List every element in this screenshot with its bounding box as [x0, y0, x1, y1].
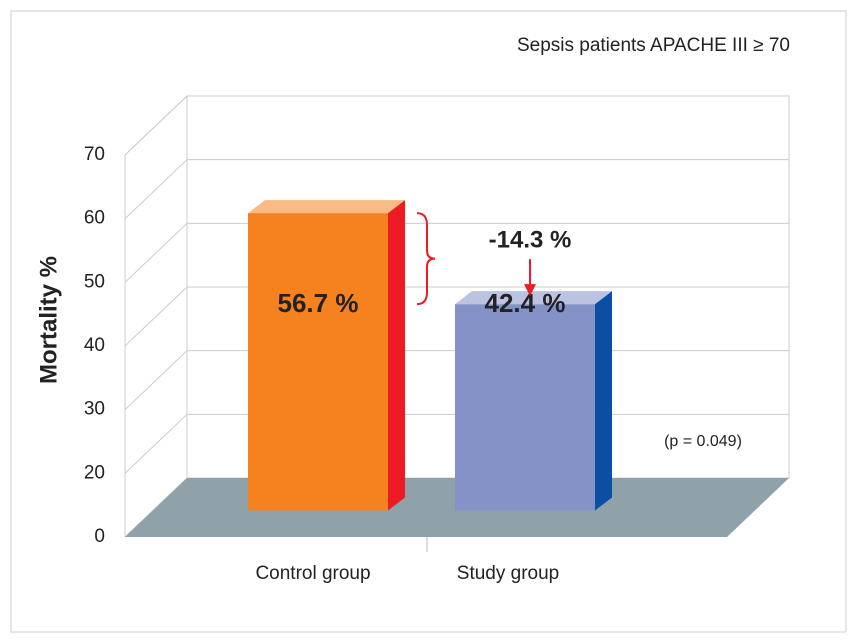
grid-line — [124, 159, 789, 220]
value-label: 42.4 % — [485, 288, 566, 318]
p-value: (p = 0.049) — [664, 433, 742, 450]
difference-arrowhead — [524, 284, 536, 297]
subtitle: Sepsis patients APACHE III ≥ 70 — [517, 35, 790, 56]
bar-top — [455, 291, 612, 305]
y-tick-label: 50 — [84, 271, 105, 292]
x-tick-label: Study group — [457, 563, 559, 584]
grid-line — [124, 286, 789, 347]
difference-brace — [416, 212, 436, 306]
y-tick-label: 30 — [84, 399, 105, 420]
y-axis-label: Mortality % — [35, 256, 62, 384]
value-label: 56.7 % — [278, 288, 359, 318]
frame — [10, 10, 847, 633]
y-tick-label: 70 — [84, 144, 105, 165]
y-tick-label: 0 — [94, 526, 105, 547]
y-tick-label: 20 — [84, 462, 105, 483]
y-tick-label: 40 — [84, 335, 105, 356]
grid-line — [124, 222, 789, 283]
difference-label: -14.3 % — [489, 226, 572, 253]
bar-top — [248, 200, 405, 214]
bar — [455, 304, 595, 511]
x-tick-label: Control group — [255, 563, 370, 584]
bar-side — [595, 291, 612, 511]
bar-side — [388, 200, 405, 511]
bar — [248, 213, 388, 511]
y-tick-label: 60 — [84, 208, 105, 229]
grid-line — [124, 95, 789, 156]
